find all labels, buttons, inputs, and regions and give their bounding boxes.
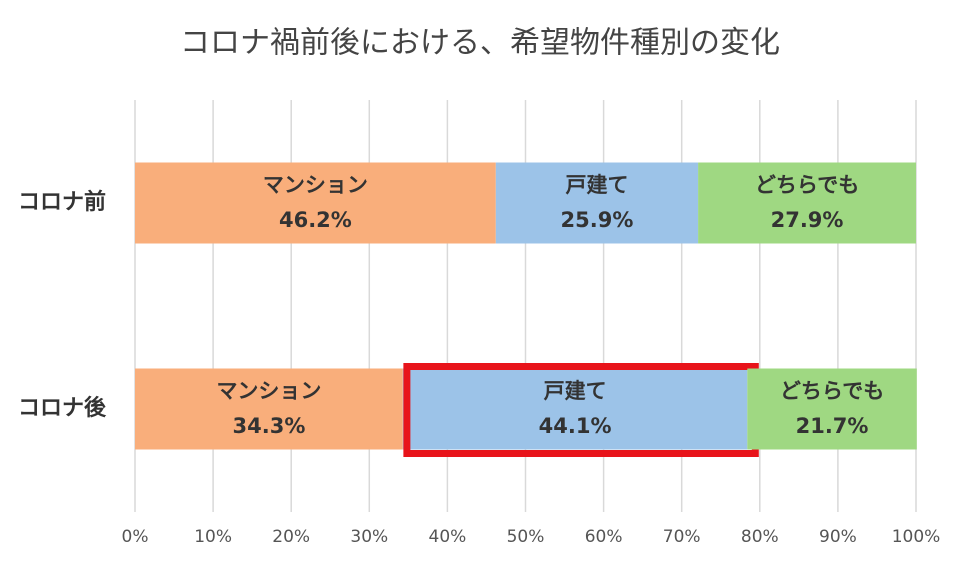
- category-label: コロナ後: [18, 395, 107, 421]
- x-tick-label: 20%: [272, 527, 310, 547]
- x-tick-label: 10%: [194, 527, 232, 547]
- x-tick-label: 30%: [350, 527, 388, 547]
- value-label: 21.7%: [796, 414, 869, 438]
- x-tick-label: 0%: [122, 527, 149, 547]
- bar-segment: [698, 162, 916, 244]
- bar-segment: [135, 162, 496, 244]
- bar-segment: [495, 162, 699, 244]
- chart-title: コロナ禍前後における、希望物件種別の変化: [180, 26, 780, 61]
- x-tick-label: 70%: [663, 527, 701, 547]
- segment-name: 戸建て: [565, 173, 628, 197]
- bar-segment: [135, 368, 403, 450]
- value-label: 27.9%: [771, 208, 844, 232]
- value-label: 44.1%: [539, 414, 612, 438]
- value-label: 34.3%: [233, 414, 306, 438]
- segment-name: マンション: [216, 379, 321, 403]
- value-label: 46.2%: [279, 208, 352, 232]
- segment-name: 戸建て: [544, 379, 607, 403]
- bar-segment: [402, 368, 748, 450]
- x-tick-label: 60%: [585, 527, 623, 547]
- segment-name: どちらでも: [755, 173, 859, 197]
- segment-name: どちらでも: [780, 379, 884, 403]
- x-tick-label: 80%: [741, 527, 779, 547]
- x-tick-label: 100%: [892, 527, 941, 547]
- bar-segment: [747, 368, 917, 450]
- x-tick-label: 50%: [507, 527, 545, 547]
- x-tick-label: 40%: [429, 527, 467, 547]
- category-label: コロナ前: [18, 189, 106, 215]
- value-label: 25.9%: [561, 208, 634, 232]
- segment-name: マンション: [263, 173, 368, 197]
- x-tick-label: 90%: [819, 527, 857, 547]
